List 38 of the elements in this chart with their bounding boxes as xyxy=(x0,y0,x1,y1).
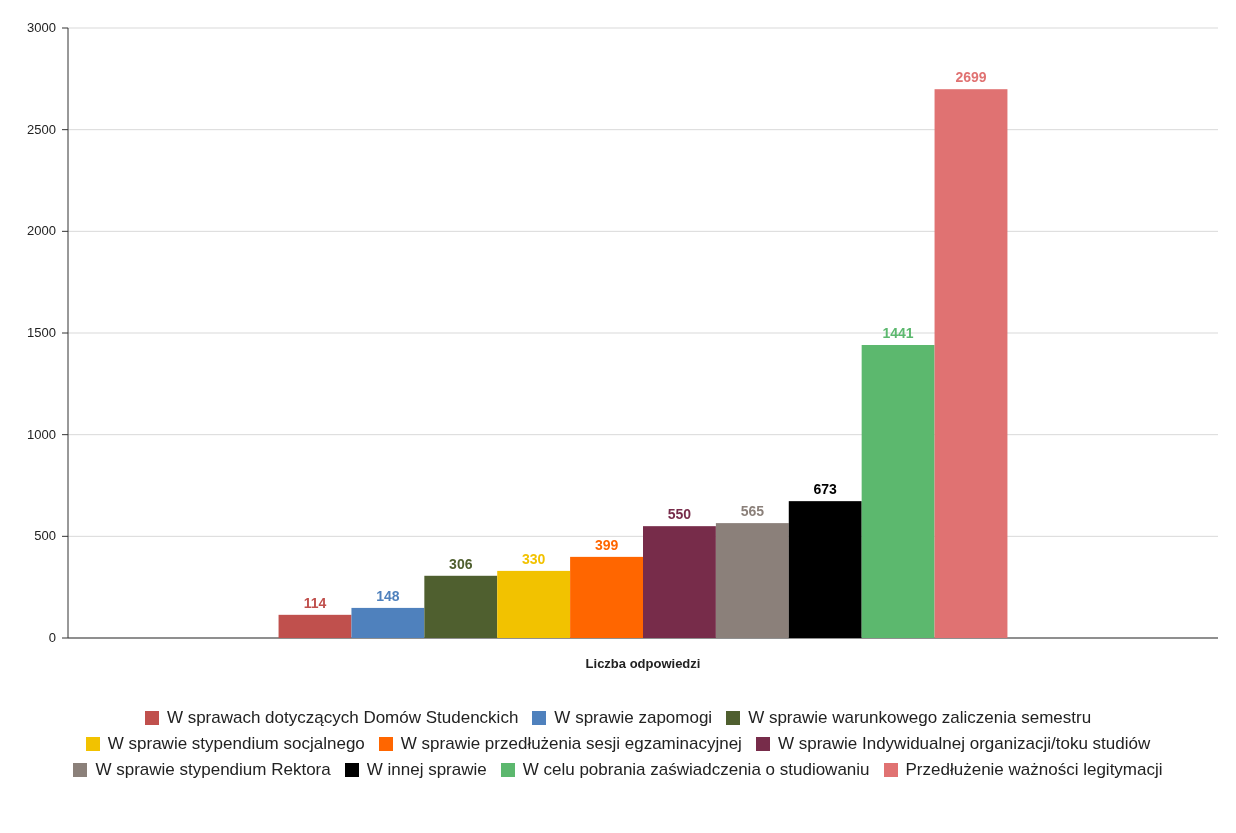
data-label: 330 xyxy=(521,550,546,567)
y-tick-label: 2000 xyxy=(27,223,56,239)
bar xyxy=(715,523,789,638)
bar xyxy=(497,570,571,638)
legend-label: W innej sprawie xyxy=(365,760,487,780)
legend-label: W sprawie zapomogi xyxy=(553,708,713,728)
data-label: 2699 xyxy=(955,69,987,86)
y-tick-label: 500 xyxy=(34,528,56,544)
y-tick-label: 0 xyxy=(48,630,56,645)
y-tick-label: 2500 xyxy=(27,121,56,137)
bar xyxy=(424,575,498,638)
data-label: 1441 xyxy=(882,325,914,341)
y-tick-label: 3000 xyxy=(27,20,56,35)
legend-label: Przedłużenie ważności legitymacji xyxy=(904,760,1163,780)
data-label: 114 xyxy=(303,594,327,611)
y-tick-label: 1500 xyxy=(27,325,56,340)
bar xyxy=(278,614,352,638)
bar xyxy=(934,89,1008,638)
bar xyxy=(861,345,935,638)
data-label: 399 xyxy=(594,536,619,553)
data-label: 306 xyxy=(449,555,473,572)
data-label: 550 xyxy=(667,506,692,523)
legend-label: W sprawie stypendium Rektora xyxy=(94,760,331,780)
bar xyxy=(351,607,425,638)
bar xyxy=(570,556,643,638)
legend-label: W sprawie Indywidualnej organizacji/toku studiów xyxy=(776,734,1151,754)
legend-label: W sprawach dotyczących Domów Studenckich xyxy=(165,708,519,728)
data-label: 148 xyxy=(376,587,400,604)
legend-label: W sprawie przedłużenia sesji egzaminacyjnej xyxy=(399,734,742,754)
bar xyxy=(643,526,716,638)
legend-label: W sprawie stypendium socjalnego xyxy=(106,734,365,754)
data-label: 565 xyxy=(740,503,765,520)
y-tick-label: 1000 xyxy=(27,426,56,442)
data-label: 673 xyxy=(813,481,838,498)
bar xyxy=(788,501,862,638)
legend-label: W celu pobrania zaświadczenia o studiowaniu xyxy=(521,760,870,780)
legend-label: W sprawie warunkowego zaliczenia semestru xyxy=(747,708,1092,728)
x-tick-label: Liczba odpowiedzi xyxy=(585,656,701,671)
